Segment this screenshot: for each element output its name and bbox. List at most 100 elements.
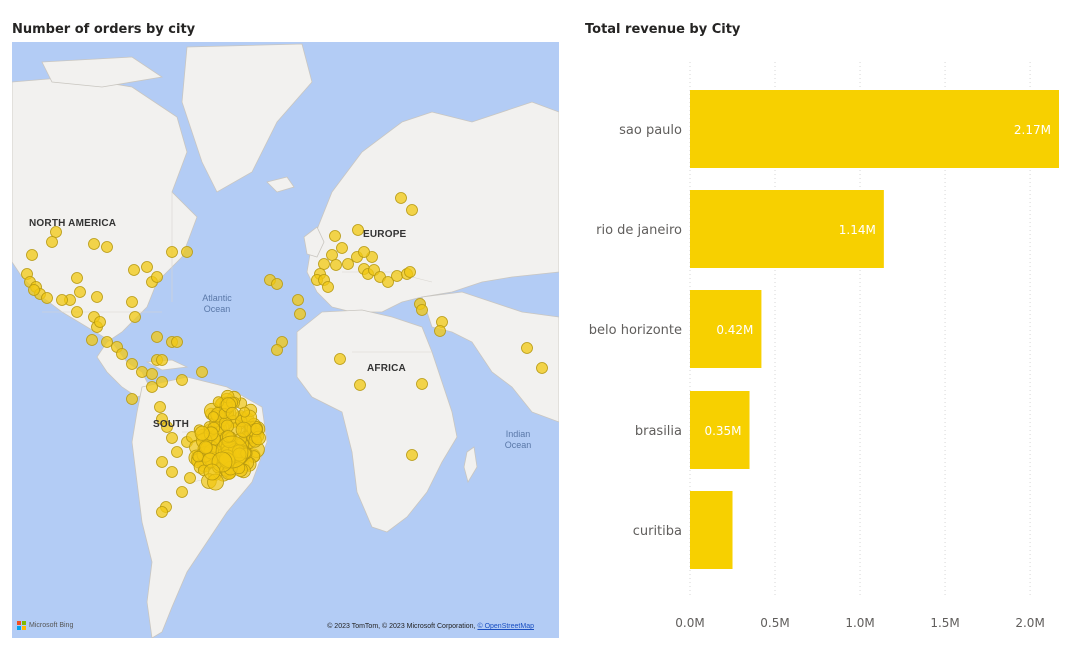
x-tick-label: 0.0M bbox=[675, 616, 704, 630]
city-bubble[interactable] bbox=[116, 348, 128, 360]
x-tick-label: 2.0M bbox=[1015, 616, 1044, 630]
city-bubble[interactable] bbox=[358, 246, 370, 258]
city-bubble[interactable] bbox=[342, 258, 354, 270]
city-bubble[interactable] bbox=[294, 308, 306, 320]
label-south-america: SOUTH bbox=[153, 419, 189, 430]
city-bubble[interactable] bbox=[395, 192, 407, 204]
city-bubble[interactable] bbox=[207, 411, 219, 423]
city-bubble[interactable] bbox=[352, 224, 364, 236]
openstreetmap-link[interactable]: © OpenStreetMap bbox=[477, 623, 534, 630]
city-bubble[interactable] bbox=[382, 276, 394, 288]
bar[interactable] bbox=[690, 190, 884, 268]
city-bubble[interactable] bbox=[194, 425, 210, 441]
city-bubble[interactable] bbox=[136, 366, 148, 378]
city-bubble[interactable] bbox=[146, 381, 158, 393]
x-tick-label: 0.5M bbox=[760, 616, 789, 630]
bar[interactable] bbox=[690, 491, 733, 569]
city-bubble[interactable] bbox=[94, 316, 106, 328]
bar[interactable] bbox=[690, 290, 762, 368]
city-bubble[interactable] bbox=[101, 241, 113, 253]
x-tick-label: 1.0M bbox=[845, 616, 874, 630]
city-bubble[interactable] bbox=[326, 249, 338, 261]
city-bubble[interactable] bbox=[292, 294, 304, 306]
city-bubble[interactable] bbox=[56, 294, 68, 306]
city-bubble[interactable] bbox=[71, 306, 83, 318]
city-bubble[interactable] bbox=[156, 506, 168, 518]
data-label: 2.17M bbox=[1014, 123, 1051, 137]
x-tick-label: 1.5M bbox=[930, 616, 959, 630]
city-bubble[interactable] bbox=[322, 281, 334, 293]
city-bubble[interactable] bbox=[235, 421, 252, 438]
city-bubble[interactable] bbox=[171, 336, 183, 348]
label-europe: EUROPE bbox=[363, 229, 407, 240]
category-label: rio de janeiro bbox=[596, 223, 682, 238]
city-bubble[interactable] bbox=[74, 286, 86, 298]
city-bubble[interactable] bbox=[329, 230, 341, 242]
revenue-bar-chart[interactable]: 0.0M 0.5M 1.0M 1.5M 2.0M sao paulo 2.17M rio de… bbox=[585, 42, 1075, 642]
city-bubble[interactable] bbox=[354, 379, 366, 391]
city-bubble[interactable] bbox=[404, 266, 416, 278]
city-bubble[interactable] bbox=[171, 446, 183, 458]
iceland bbox=[266, 176, 295, 193]
city-bubble[interactable] bbox=[50, 226, 62, 238]
city-bubble[interactable] bbox=[129, 311, 141, 323]
city-bubble[interactable] bbox=[181, 246, 193, 258]
orders-map[interactable]: NORTH AMERICA EUROPE AFRICA SOUTH Atlant… bbox=[12, 42, 559, 638]
city-bubble[interactable] bbox=[391, 270, 403, 282]
city-bubble[interactable] bbox=[166, 466, 178, 478]
city-bubble[interactable] bbox=[239, 406, 251, 418]
city-bubble[interactable] bbox=[126, 296, 138, 308]
city-bubble[interactable] bbox=[184, 472, 196, 484]
city-bubble[interactable] bbox=[26, 249, 38, 261]
city-bubble[interactable] bbox=[271, 278, 283, 290]
map-credit-text: © 2023 TomTom, © 2023 Microsoft Corporat… bbox=[327, 623, 478, 630]
city-bubble[interactable] bbox=[156, 354, 168, 366]
city-bubble[interactable] bbox=[146, 368, 158, 380]
city-bubble[interactable] bbox=[88, 238, 100, 250]
category-label: belo horizonte bbox=[589, 323, 682, 338]
city-bubble[interactable] bbox=[434, 325, 446, 337]
city-bubble[interactable] bbox=[416, 304, 428, 316]
city-bubble[interactable] bbox=[336, 242, 348, 254]
bing-logo[interactable]: Microsoft Bing bbox=[17, 621, 73, 630]
city-bubble[interactable] bbox=[156, 456, 168, 468]
city-bubble[interactable] bbox=[330, 259, 342, 271]
city-bubble[interactable] bbox=[176, 486, 188, 498]
city-bubble[interactable] bbox=[521, 342, 533, 354]
city-bubble[interactable] bbox=[198, 440, 213, 455]
city-bubble[interactable] bbox=[536, 362, 548, 374]
city-bubble[interactable] bbox=[41, 292, 53, 304]
city-bubble-large[interactable] bbox=[203, 463, 221, 481]
city-bubble[interactable] bbox=[126, 358, 138, 370]
city-bubble[interactable] bbox=[250, 422, 263, 436]
city-bubble[interactable] bbox=[334, 353, 346, 365]
asia bbox=[421, 291, 559, 423]
city-bubble[interactable] bbox=[46, 236, 58, 248]
city-bubble[interactable] bbox=[271, 344, 283, 356]
city-bubble[interactable] bbox=[406, 449, 418, 461]
city-bubble[interactable] bbox=[166, 246, 178, 258]
city-bubble[interactable] bbox=[156, 376, 168, 388]
city-bubble[interactable] bbox=[166, 432, 178, 444]
city-bubble[interactable] bbox=[151, 331, 163, 343]
city-bubble[interactable] bbox=[416, 378, 428, 390]
city-bubble[interactable] bbox=[176, 374, 188, 386]
north-america bbox=[12, 76, 198, 398]
city-bubble[interactable] bbox=[161, 421, 173, 433]
city-bubble[interactable] bbox=[101, 336, 113, 348]
city-bubble[interactable] bbox=[151, 271, 163, 283]
city-bubble[interactable] bbox=[91, 291, 103, 303]
bar[interactable] bbox=[690, 391, 750, 469]
city-bubble[interactable] bbox=[141, 261, 153, 273]
city-bubble[interactable] bbox=[196, 366, 208, 378]
city-bubble[interactable] bbox=[128, 264, 140, 276]
city-bubble[interactable] bbox=[86, 334, 98, 346]
city-bubble[interactable] bbox=[126, 393, 138, 405]
city-bubble[interactable] bbox=[318, 258, 330, 270]
city-bubble[interactable] bbox=[154, 401, 166, 413]
city-bubble[interactable] bbox=[71, 272, 83, 284]
city-bubble[interactable] bbox=[406, 204, 418, 216]
city-bubble[interactable] bbox=[28, 284, 40, 296]
city-bubble[interactable] bbox=[225, 406, 239, 421]
bar[interactable] bbox=[690, 90, 1059, 168]
